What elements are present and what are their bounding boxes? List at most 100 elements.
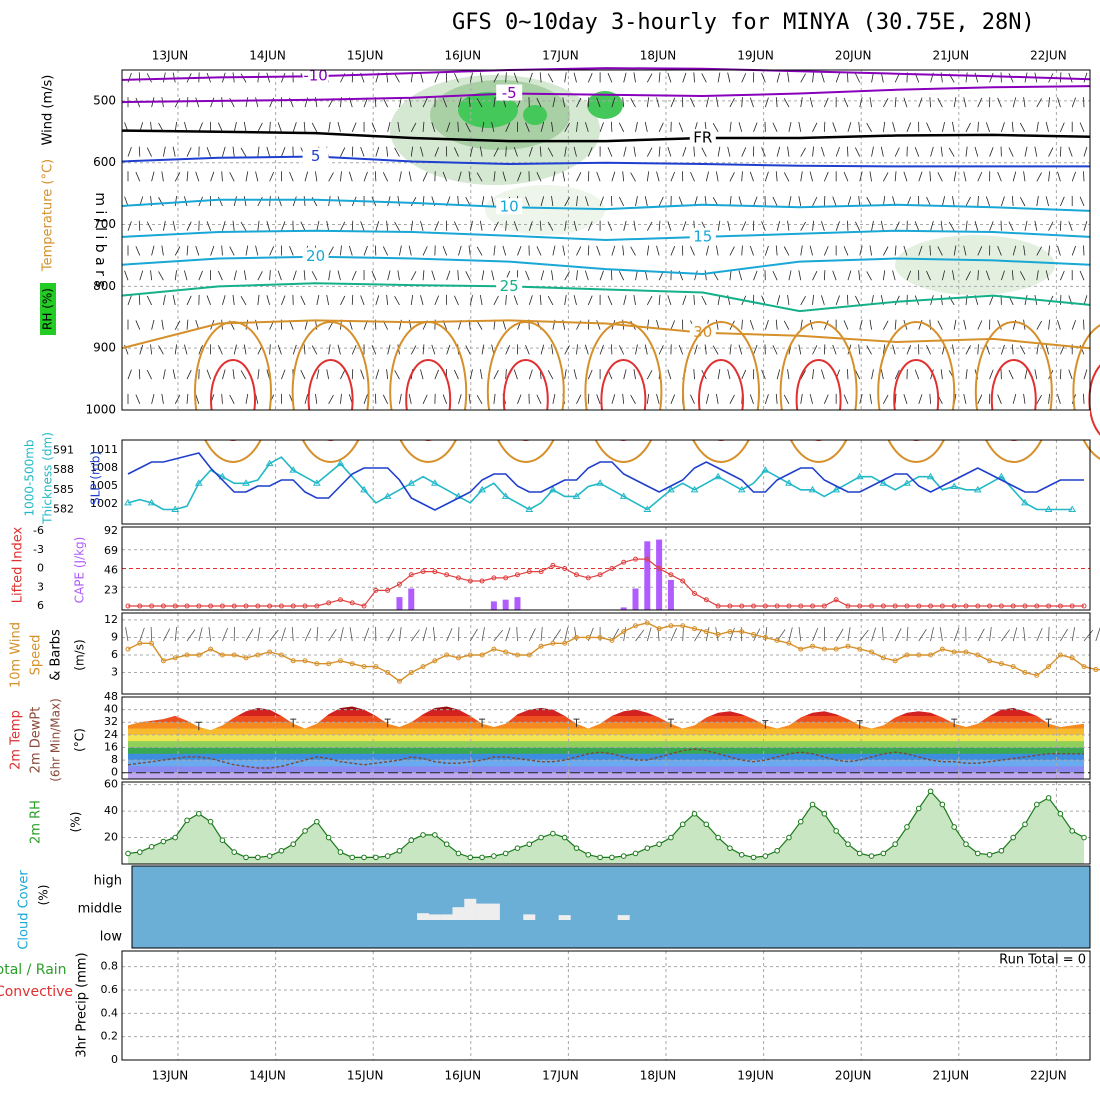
wind-barb — [937, 97, 943, 108]
wind-barb — [1083, 319, 1085, 330]
wind-barb — [163, 72, 166, 83]
wind-barb — [348, 171, 353, 182]
thickness-point — [785, 479, 793, 486]
wind-barb — [528, 295, 533, 306]
wind-barb — [1024, 146, 1028, 157]
wind-barb — [536, 97, 542, 108]
wind-barb — [340, 221, 346, 231]
wind-barb — [871, 146, 874, 157]
contour-35 — [779, 321, 858, 463]
wind-barb — [505, 122, 511, 132]
wind-barb — [1083, 72, 1088, 83]
surface-wind-barb — [906, 627, 909, 642]
wind-barb — [787, 369, 790, 380]
li-point — [455, 575, 461, 581]
wind-barb — [596, 97, 601, 108]
wind-barb — [547, 295, 554, 306]
wind-barb — [337, 122, 341, 132]
surface-wind-barb — [764, 627, 768, 642]
wind-barb — [812, 122, 818, 132]
wind-barb — [869, 393, 872, 404]
wind-barb — [727, 220, 731, 231]
wind-barb — [963, 171, 967, 182]
wind-barb — [607, 295, 613, 306]
li-tick: 3 — [37, 580, 44, 593]
wind-barb — [903, 171, 908, 182]
wind-barb — [772, 345, 778, 355]
wind-barb — [727, 369, 731, 380]
temp-max-mark — [573, 718, 580, 728]
li-frame — [121, 526, 1091, 611]
surface-wind-barb — [881, 627, 884, 642]
slp-tick: 1002 — [90, 497, 118, 510]
wind-barb — [547, 370, 554, 380]
li-point — [680, 578, 686, 584]
thickness-tick: 591 — [53, 444, 74, 457]
wind-barb — [431, 344, 436, 355]
wind-barb — [658, 146, 661, 157]
wind-barb — [587, 369, 593, 380]
wind-point — [786, 640, 792, 646]
wind-barb — [965, 345, 971, 355]
li-point — [703, 597, 709, 603]
date-label-top: 17JUN — [542, 49, 579, 63]
wind-barb — [704, 344, 707, 355]
wind-barb — [289, 171, 294, 182]
wind-barb — [1001, 270, 1005, 281]
wind-barb — [644, 121, 648, 132]
wind-point — [479, 652, 485, 658]
wind-barb — [146, 221, 152, 231]
wind-point — [420, 664, 426, 670]
isotherm-label-bg — [689, 227, 716, 244]
wind-barb — [446, 122, 451, 132]
wind-barb — [1068, 221, 1073, 231]
wind-barb — [1008, 369, 1014, 380]
wind-barb — [422, 172, 428, 182]
wind-barb — [866, 122, 872, 133]
surface-wind-barb — [198, 627, 203, 642]
wind-barb — [138, 294, 141, 305]
wind-barb — [835, 221, 840, 231]
wind-barb — [989, 72, 994, 83]
wind-barb — [1034, 369, 1038, 380]
wind-barb — [965, 72, 968, 83]
rh-point — [255, 854, 261, 861]
wind-barb — [918, 97, 923, 108]
wind-barb — [476, 98, 483, 108]
wind-barb — [479, 294, 483, 305]
wind-point — [1046, 664, 1052, 670]
wind-barb — [394, 73, 400, 83]
wind-barb — [1036, 394, 1042, 405]
wind-barb — [266, 146, 271, 157]
wind-point — [762, 634, 768, 640]
wind-barb — [387, 270, 391, 281]
wind-barb — [375, 295, 380, 306]
wind-barb — [761, 295, 766, 306]
surface-wind-barb — [422, 627, 428, 642]
rh-point — [632, 850, 639, 857]
wind-barb — [738, 196, 743, 207]
wind-barb — [656, 171, 660, 182]
wind-barb — [222, 369, 226, 380]
wind-barb — [741, 97, 743, 108]
wind-barb — [476, 246, 483, 256]
wind-barb — [787, 294, 790, 305]
wind-barb — [351, 122, 357, 132]
wind-barb — [903, 97, 908, 108]
wind-barb — [340, 147, 346, 157]
wind-barb — [551, 270, 554, 281]
wind-barb — [158, 271, 164, 281]
precip-label: Total / Rain — [0, 962, 67, 978]
rh-shade — [458, 92, 518, 128]
wind-barb — [360, 147, 365, 157]
li-point — [987, 603, 993, 609]
wind-barb — [446, 344, 451, 355]
wind-barb — [800, 171, 803, 182]
thickness-point — [336, 459, 345, 467]
rh-legend-swatch — [40, 283, 56, 335]
wind-barb — [502, 171, 507, 182]
surface-wind-barb — [340, 627, 344, 642]
contour-35 — [974, 321, 1053, 463]
wind-label: & Barbs — [49, 629, 64, 681]
wind-barb — [788, 270, 792, 281]
